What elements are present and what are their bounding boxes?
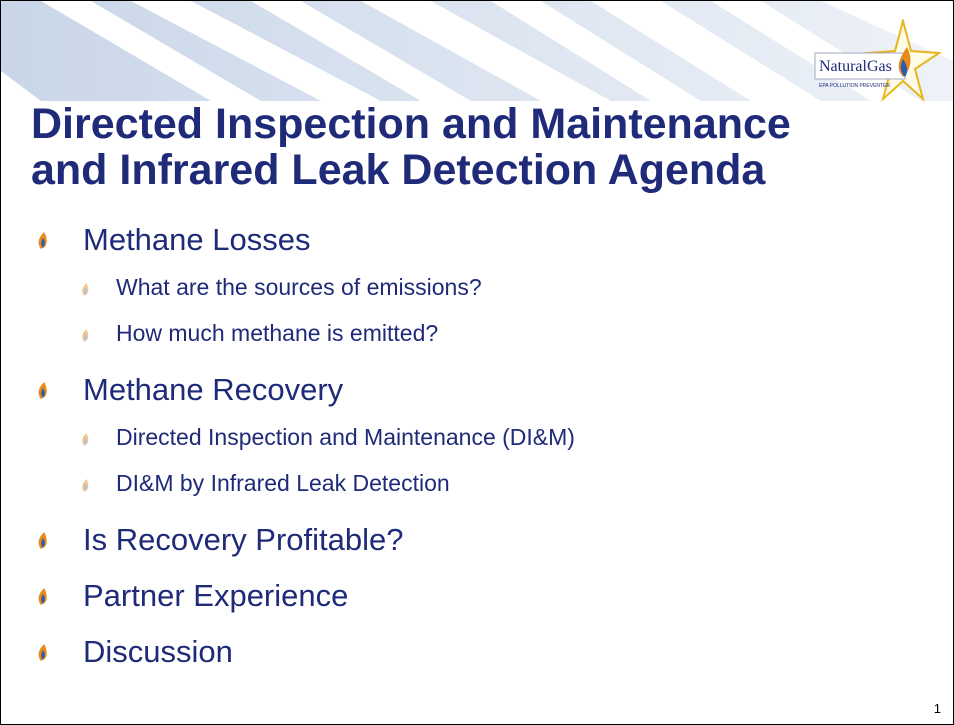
bullet-text: Is Recovery Profitable? [83,522,404,557]
bullet-icon [37,532,49,554]
logo-tagline: EPA POLLUTION PREVENTER [819,83,890,89]
title-line: and Infrared Leak Detection Agenda [31,146,766,194]
bullet-text: Partner Experience [83,578,349,613]
bullet-icon [37,588,49,610]
sub-bullet-text: Directed Inspection and Maintenance (DI&… [116,424,575,450]
sub-bullet-text: What are the sources of emissions? [116,274,482,300]
bullet-icon [37,644,49,666]
page-number: 1 [933,701,941,716]
bullet-text: Methane Recovery [83,372,344,407]
sub-bullet-text: DI&M by Infrared Leak Detection [116,470,450,496]
bullet-icon [81,329,90,347]
logo: NaturalGas EPA POLLUTION PREVENTER [814,19,941,102]
slide-title: Directed Inspection and Maintenance and … [31,101,791,193]
logo-name: NaturalGas [819,58,892,75]
bullet-text: Discussion [83,634,233,669]
bullet-icon [81,433,90,451]
bullet-icon [37,382,49,404]
title-line: Directed Inspection and Maintenance [31,100,791,148]
header-stripes [1,1,953,101]
bullet-icon [37,232,49,254]
bullet-icon [81,479,90,497]
bullet-icon [81,283,90,301]
sub-bullet-text: How much methane is emitted? [116,320,439,346]
bullet-text: Methane Losses [83,222,311,257]
